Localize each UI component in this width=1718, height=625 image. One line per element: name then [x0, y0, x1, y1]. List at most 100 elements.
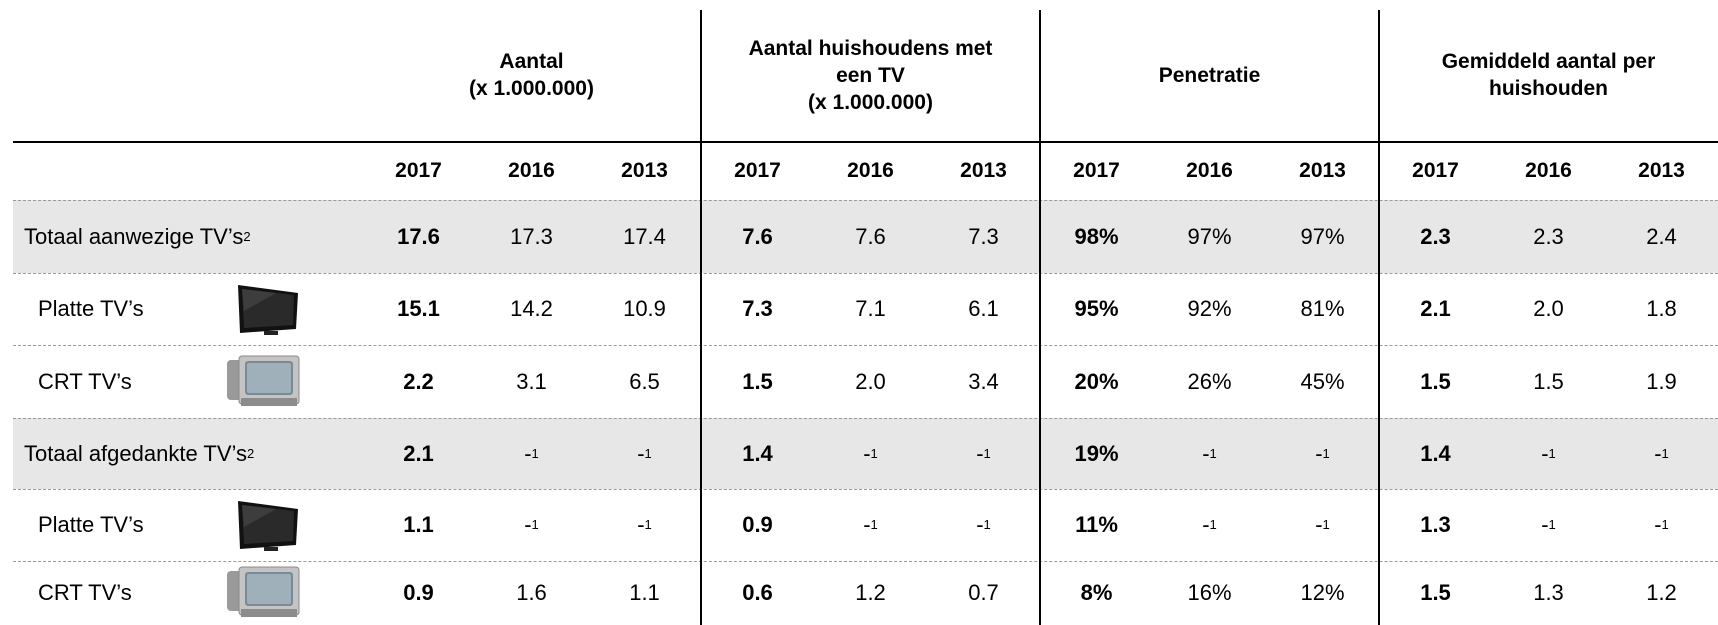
data-cell: 0.7	[927, 561, 1040, 625]
text: 2.3	[1533, 224, 1564, 250]
data-cell: 2.0	[814, 345, 927, 418]
header-line: (x 1.000.000)	[469, 75, 594, 102]
data-cell: 2.1	[1379, 273, 1492, 345]
crt-tv-icon	[225, 354, 301, 413]
data-cell: 1.4	[1379, 418, 1492, 489]
header-line: huishouden	[1489, 75, 1608, 102]
data-cell: 1.8	[1605, 273, 1718, 345]
text: 1.2	[1646, 580, 1677, 606]
text: 7.3	[742, 296, 773, 322]
text: 1.3	[1420, 512, 1451, 538]
data-cell: 1.9	[1605, 345, 1718, 418]
data-cell: 19%	[1040, 418, 1153, 489]
year-header: 2017	[1379, 142, 1492, 200]
text: 97%	[1187, 224, 1231, 250]
data-cell: 1.4	[701, 418, 814, 489]
text: CRT TV’s	[38, 369, 132, 395]
text: 17.4	[623, 224, 666, 250]
data-cell: 7.1	[814, 273, 927, 345]
header-line: (x 1.000.000)	[808, 89, 933, 116]
data-cell: 11%	[1040, 489, 1153, 561]
text: 17.6	[397, 224, 440, 250]
text: -	[1541, 512, 1548, 538]
data-cell: -1	[814, 489, 927, 561]
text: 17.3	[510, 224, 553, 250]
row-label: CRT TV’s	[38, 561, 132, 625]
text: -	[1315, 441, 1322, 467]
text: 2013	[621, 159, 668, 183]
text: 1.1	[629, 580, 660, 606]
row-label: CRT TV’s	[38, 345, 132, 418]
header-line: Aantal	[499, 48, 563, 75]
row-label: Platte TV’s	[38, 273, 144, 345]
data-cell: -1	[1605, 418, 1718, 489]
text: 7.6	[855, 224, 886, 250]
text: -	[637, 441, 644, 467]
text: 1.6	[516, 580, 547, 606]
text: 2.2	[403, 369, 434, 395]
data-cell: -1	[1492, 489, 1605, 561]
group-header: Aantal huishoudens meteen TV(x 1.000.000…	[701, 10, 1040, 140]
text: Platte TV’s	[38, 296, 144, 322]
text: 92%	[1187, 296, 1231, 322]
text: 10.9	[623, 296, 666, 322]
text: 0.9	[403, 580, 434, 606]
data-cell: 1.1	[362, 489, 475, 561]
data-cell: 3.1	[475, 345, 588, 418]
data-cell: 12%	[1266, 561, 1379, 625]
text: 14.2	[510, 296, 553, 322]
text: 26%	[1187, 369, 1231, 395]
header-line: Penetratie	[1159, 62, 1261, 89]
text: Totaal afgedankte TV’s	[24, 441, 247, 467]
data-cell: 1.2	[1605, 561, 1718, 625]
data-cell: -1	[475, 418, 588, 489]
data-cell: 8%	[1040, 561, 1153, 625]
text: -	[1654, 441, 1661, 467]
data-cell: -1	[1153, 489, 1266, 561]
data-cell: -1	[588, 418, 701, 489]
text: 1.5	[742, 369, 773, 395]
data-cell: -1	[1266, 418, 1379, 489]
text: Gemiddeld aantal per	[1442, 50, 1656, 73]
text: -	[524, 441, 531, 467]
year-header: 2016	[1153, 142, 1266, 200]
text: 2.4	[1646, 224, 1677, 250]
text: 6.5	[629, 369, 660, 395]
year-header: 2016	[475, 142, 588, 200]
header-line: Gemiddeld aantal per	[1442, 48, 1656, 75]
text: 1.9	[1646, 369, 1677, 395]
data-cell: 2.1	[362, 418, 475, 489]
year-header: 2013	[588, 142, 701, 200]
data-cell: 15.1	[362, 273, 475, 345]
group-header: Penetratie	[1040, 10, 1379, 140]
data-cell: 0.9	[701, 489, 814, 561]
text: 81%	[1300, 296, 1344, 322]
text: Platte TV’s	[38, 512, 144, 538]
data-cell: 1.6	[475, 561, 588, 625]
data-cell: 1.2	[814, 561, 927, 625]
text: 1.4	[742, 441, 773, 467]
data-cell: -1	[814, 418, 927, 489]
text: -	[976, 441, 983, 467]
text: 2017	[1073, 159, 1120, 183]
text: -	[1654, 512, 1661, 538]
text: 0.6	[742, 580, 773, 606]
year-header: 2013	[1266, 142, 1379, 200]
text: 7.3	[968, 224, 999, 250]
text: -	[863, 441, 870, 467]
text: 7.6	[742, 224, 773, 250]
data-cell: 7.6	[701, 200, 814, 273]
data-cell: 1.5	[1379, 345, 1492, 418]
text: 1.3	[1533, 580, 1564, 606]
text: 45%	[1300, 369, 1344, 395]
data-cell: 7.6	[814, 200, 927, 273]
text: 20%	[1074, 369, 1118, 395]
text: 6.1	[968, 296, 999, 322]
text: -	[976, 512, 983, 538]
text: 2.1	[1420, 296, 1451, 322]
flat-tv-icon	[236, 497, 300, 558]
text: Penetratie	[1159, 64, 1261, 87]
data-cell: 45%	[1266, 345, 1379, 418]
data-cell: 1.5	[1492, 345, 1605, 418]
